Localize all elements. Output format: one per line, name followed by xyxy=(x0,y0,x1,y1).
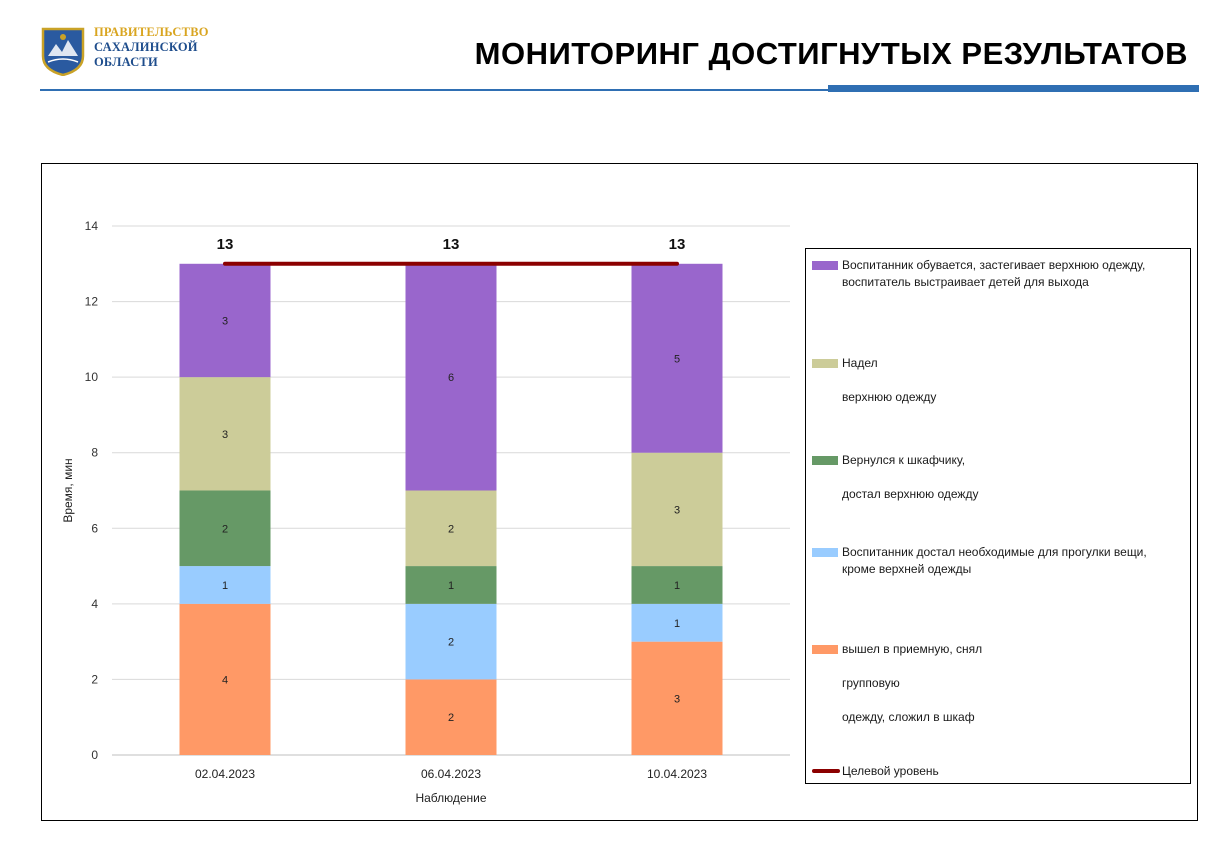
bar-segment-2 xyxy=(405,603,497,680)
legend-swatch-blue xyxy=(812,548,838,557)
org-line-3: ОБЛАСТИ xyxy=(94,55,158,69)
org-line-2: САХАЛИНСКОЙ xyxy=(94,40,198,54)
bar-segment-4 xyxy=(631,452,723,567)
legend-swatch-orange xyxy=(812,645,838,654)
bar-segment-4 xyxy=(405,490,497,567)
data-label: 1 xyxy=(674,618,680,630)
chart-frame: 0 2 4 6 8 10 12 14 4 1 2 3 3 13 02.04.2023 2 2 1 2 6 13 06.04… xyxy=(41,163,1198,821)
header-divider-thick xyxy=(828,85,1199,92)
page-title: МОНИТОРИНГ ДОСТИГНУТЫХ РЕЗУЛЬТАТОВ xyxy=(474,36,1188,71)
bar-segment-3 xyxy=(179,490,271,567)
chart-legend: Воспитанник обувается, застегивает верхн… xyxy=(805,248,1191,784)
y-tick-label: 0 xyxy=(91,748,98,762)
data-label: 3 xyxy=(674,693,680,705)
y-tick-label: 6 xyxy=(91,521,98,535)
data-label: 3 xyxy=(222,315,228,327)
x-axis-title: Наблюдение xyxy=(415,791,486,805)
total-label: 13 xyxy=(217,236,234,253)
x-tick-label: 10.04.2023 xyxy=(647,767,707,781)
header-divider-thin xyxy=(40,89,830,91)
bar-segment-4 xyxy=(179,377,271,491)
bar-segment-5 xyxy=(631,263,723,453)
y-tick-label: 10 xyxy=(85,370,99,384)
legend-swatch-green xyxy=(812,456,838,465)
data-label: 2 xyxy=(222,523,228,535)
data-label: 1 xyxy=(448,580,454,592)
legend-label-green: Вернулся к шкафчику, достал верхнюю одеж… xyxy=(842,453,979,501)
legend-swatch-khaki xyxy=(812,359,838,368)
data-label: 2 xyxy=(448,523,454,535)
legend-label-purple: Воспитанник обувается, застегивает верхн… xyxy=(842,258,1146,289)
data-label: 5 xyxy=(674,353,680,365)
stacked-bar-chart: 02468101214412331302.04.2023221261306.04… xyxy=(61,219,790,805)
legend-swatch-target-line xyxy=(812,769,840,773)
data-label: 1 xyxy=(674,580,680,592)
org-line-1: ПРАВИТЕЛЬСТВО xyxy=(94,25,209,39)
organization-name: ПРАВИТЕЛЬСТВО САХАЛИНСКОЙ ОБЛАСТИ xyxy=(94,25,234,70)
legend-label-blue: Воспитанник достал необходимые для прогу… xyxy=(842,545,1147,576)
coat-of-arms-logo xyxy=(40,26,86,77)
x-tick-label: 06.04.2023 xyxy=(421,767,481,781)
total-label: 13 xyxy=(443,236,460,253)
bar-segment-5 xyxy=(405,263,497,491)
legend-swatch-purple xyxy=(812,261,838,270)
data-label: 2 xyxy=(448,712,454,724)
y-tick-label: 14 xyxy=(85,219,99,233)
bar-segment-3 xyxy=(631,566,723,604)
data-label: 3 xyxy=(674,504,680,516)
x-tick-label: 02.04.2023 xyxy=(195,767,255,781)
bar-segment-2 xyxy=(179,566,271,604)
bar-segment-2 xyxy=(631,603,723,642)
data-label: 3 xyxy=(222,429,228,441)
y-tick-label: 8 xyxy=(91,446,98,460)
y-axis-title: Время, мин xyxy=(61,458,75,522)
bar-segment-1 xyxy=(631,641,723,755)
data-label: 2 xyxy=(448,637,454,649)
bar-segment-1 xyxy=(179,603,271,755)
data-label: 4 xyxy=(222,674,228,686)
y-tick-label: 12 xyxy=(85,295,99,309)
legend-label-khaki: Надел верхнюю одежду xyxy=(842,356,937,404)
bar-segment-1 xyxy=(405,679,497,755)
legend-label-target: Целевой уровень xyxy=(842,764,939,778)
data-label: 1 xyxy=(222,580,228,592)
bar-segment-5 xyxy=(179,263,271,378)
total-label: 13 xyxy=(669,236,686,253)
y-tick-label: 2 xyxy=(91,672,98,686)
legend-label-orange: вышел в приемную, снял групповую одежду,… xyxy=(842,642,983,724)
bar-segment-3 xyxy=(405,566,497,604)
y-tick-label: 4 xyxy=(91,597,98,611)
data-label: 6 xyxy=(448,372,454,384)
